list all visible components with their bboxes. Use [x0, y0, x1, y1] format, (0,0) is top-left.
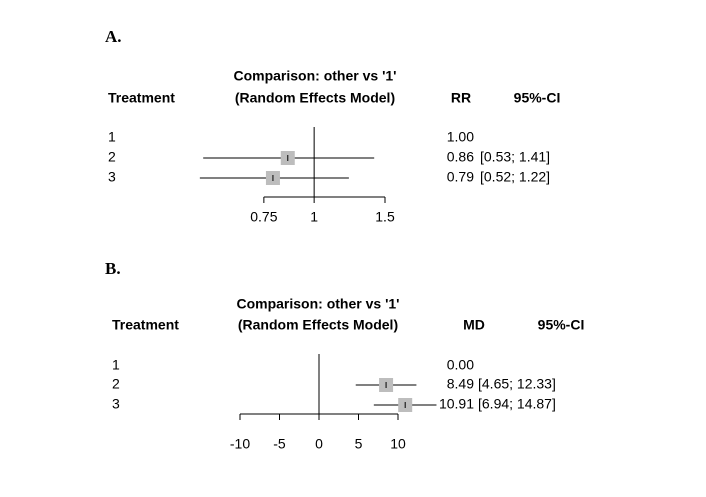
value-label: 0.86 — [447, 149, 474, 165]
x-tick-label: -5 — [273, 436, 286, 452]
column-header: 95%-CI — [538, 317, 585, 333]
row-label: 3 — [108, 169, 116, 185]
column-header: Treatment — [108, 90, 175, 106]
value-label: 8.49 — [447, 376, 474, 392]
value-label: 0.00 — [447, 357, 474, 373]
ci-label: [4.65; 12.33] — [478, 376, 556, 392]
ci-label: [0.52; 1.22] — [480, 169, 550, 185]
row-label: 2 — [112, 376, 120, 392]
chart-title: Comparison: other vs '1' — [233, 68, 396, 84]
column-header: 95%-CI — [514, 90, 561, 106]
x-tick-label: 0.75 — [250, 209, 277, 225]
row-label: 1 — [112, 357, 120, 373]
column-header: RR — [451, 90, 471, 106]
panel-label: A. — [105, 27, 122, 46]
value-label: 10.91 — [439, 396, 474, 412]
chart-subtitle: (Random Effects Model) — [238, 317, 398, 333]
x-tick-label: 1 — [310, 209, 318, 225]
x-tick-label: 5 — [355, 436, 363, 452]
x-tick-label: 1.5 — [375, 209, 395, 225]
column-header: Treatment — [112, 317, 179, 333]
row-label: 1 — [108, 129, 116, 145]
chart-title: Comparison: other vs '1' — [236, 296, 399, 312]
x-tick-label: -10 — [230, 436, 250, 452]
x-tick-label: 10 — [390, 436, 406, 452]
row-label: 2 — [108, 149, 116, 165]
panel-label: B. — [105, 259, 121, 278]
ci-label: [6.94; 14.87] — [478, 396, 556, 412]
chart-subtitle: (Random Effects Model) — [235, 90, 395, 106]
value-label: 0.79 — [447, 169, 474, 185]
x-tick-label: 0 — [315, 436, 323, 452]
column-header: MD — [463, 317, 485, 333]
ci-label: [0.53; 1.41] — [480, 149, 550, 165]
value-label: 1.00 — [447, 129, 474, 145]
row-label: 3 — [112, 396, 120, 412]
